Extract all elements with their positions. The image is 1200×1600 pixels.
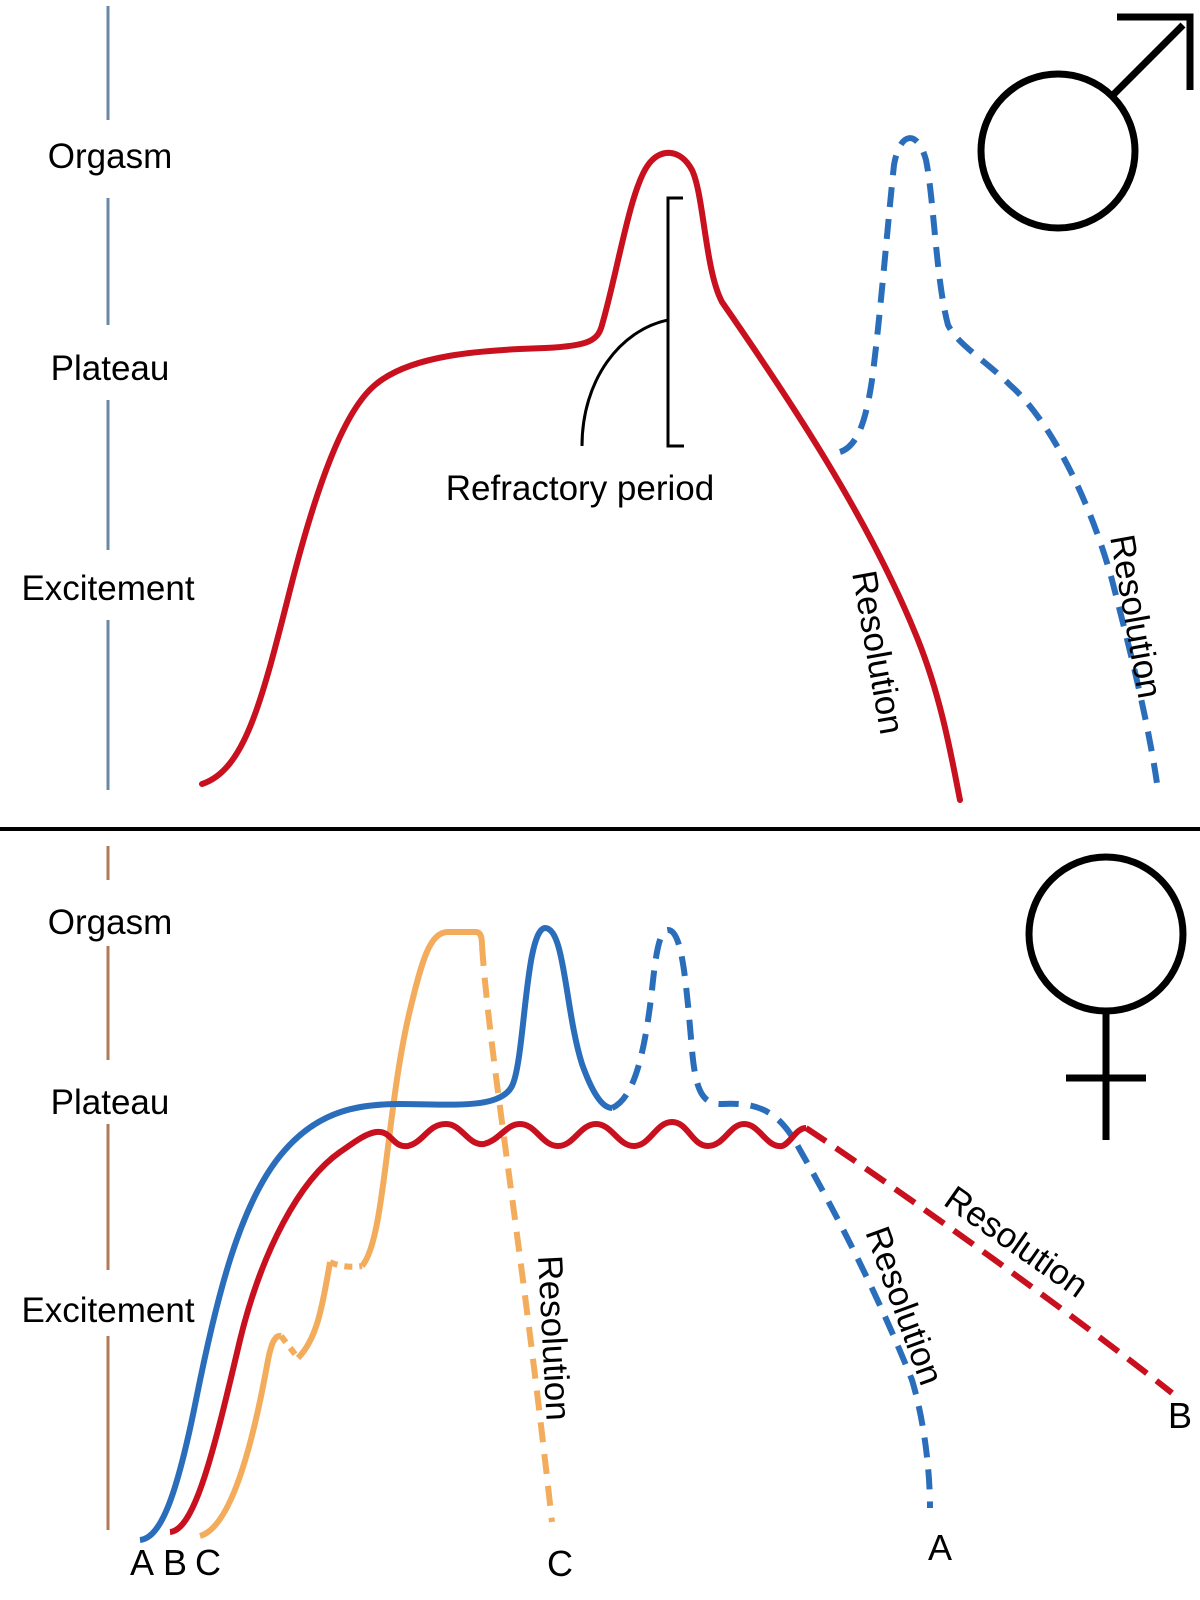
male-plateau-label: Plateau [51, 349, 170, 388]
start-label-a: A [130, 1542, 154, 1583]
end-label-c: C [547, 1543, 573, 1584]
male-resolution-label-2: Resolution [1102, 532, 1169, 702]
female-curve-c-resolution [479, 945, 555, 1523]
female-symbol-icon [1025, 853, 1187, 1140]
male-response-curve [199, 149, 963, 803]
male-orgasm-label: Orgasm [48, 137, 172, 176]
female-excitement-label: Excitement [21, 1291, 194, 1330]
male-panel: Orgasm Plateau Excitement Refractory per… [21, 6, 1194, 803]
female-plateau-label: Plateau [51, 1083, 170, 1122]
female-curve-a [139, 924, 613, 1543]
female-curve-c-steps [278, 1259, 363, 1360]
female-resolution-label-b: Resolution [937, 1179, 1095, 1306]
female-curve-a-second-orgasm [610, 926, 933, 1509]
male-second-cycle-curve [838, 135, 1161, 791]
male-resolution-label-1: Resolution [844, 568, 911, 738]
start-label-c: C [195, 1542, 221, 1583]
female-curve-b-resolution [804, 1125, 1174, 1396]
refractory-bracket [580, 196, 684, 448]
female-curve-c [198, 929, 485, 1539]
end-label-a: A [928, 1527, 952, 1568]
end-label-b: B [1168, 1395, 1192, 1436]
female-curve-b [169, 1118, 807, 1535]
start-label-b: B [163, 1542, 187, 1583]
female-resolution-label-c: Resolution [530, 1254, 578, 1421]
male-symbol-icon [977, 13, 1194, 232]
refractory-period-label: Refractory period [446, 469, 714, 508]
male-excitement-label: Excitement [21, 569, 194, 608]
female-panel: Orgasm Plateau Excitement Resolution Res… [21, 846, 1192, 1584]
female-orgasm-label: Orgasm [48, 903, 172, 942]
